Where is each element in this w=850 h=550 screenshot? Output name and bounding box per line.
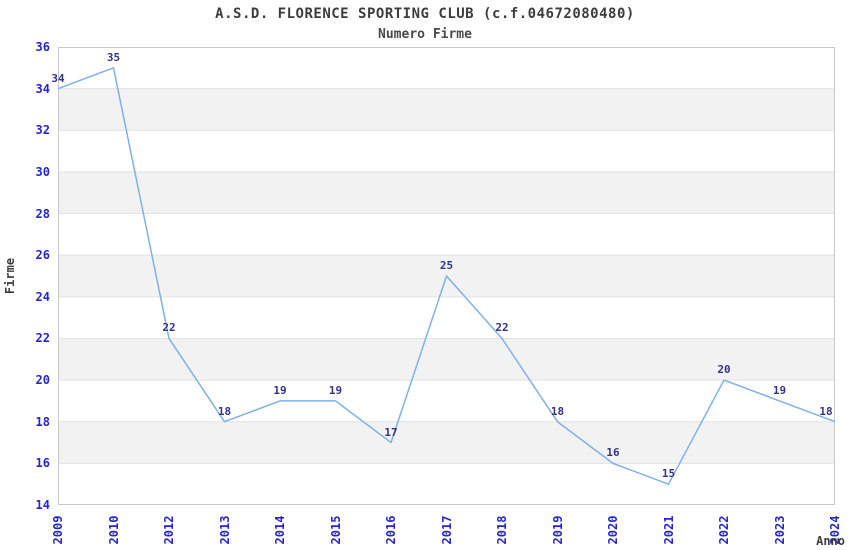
x-tick-label: 2010: [106, 515, 121, 545]
x-axis-title: Anno: [816, 534, 845, 548]
data-point-label: 15: [661, 467, 676, 481]
chart-subtitle: Numero Firme: [378, 27, 472, 42]
data-point-label: 18: [550, 404, 565, 418]
grid-stripe: [58, 171, 835, 214]
plot-border: [58, 47, 835, 505]
data-point-label: 25: [439, 259, 454, 272]
y-axis-title: Firme: [3, 257, 17, 295]
grid-stripe: [58, 88, 835, 131]
y-tick-label: 34: [35, 81, 50, 96]
data-point-label: 17: [384, 425, 398, 439]
grid-stripe: [58, 421, 835, 464]
x-tick-label: 2012: [162, 515, 176, 545]
x-tick-label: 2023: [772, 515, 787, 545]
data-point-label: 35: [106, 50, 121, 64]
plot-svg: [58, 47, 835, 505]
y-tick-label: 20: [35, 373, 50, 388]
plot-area: [58, 47, 835, 505]
x-tick-label: 2009: [51, 515, 65, 545]
x-tick-label: 2013: [217, 515, 232, 545]
y-tick-label: 28: [35, 206, 50, 221]
y-tick-label: 36: [35, 40, 50, 54]
x-tick-label: 2017: [439, 515, 454, 545]
x-tick-label: 2020: [606, 515, 620, 545]
x-tick-label: 2015: [328, 515, 343, 545]
data-point-label: 19: [273, 383, 287, 397]
data-point-label: 34: [51, 71, 65, 85]
data-point-label: 18: [819, 404, 833, 418]
y-tick-label: 18: [35, 414, 50, 429]
x-tick-label: 2021: [661, 515, 676, 545]
y-tick-label: 32: [35, 123, 50, 138]
grid-stripe: [58, 338, 835, 381]
data-point-label: 19: [772, 383, 787, 397]
y-tick-label: 30: [35, 164, 50, 179]
data-point-label: 19: [328, 383, 343, 397]
x-tick-label: 2022: [717, 515, 731, 545]
x-tick-label: 2019: [550, 515, 565, 545]
data-point-label: 20: [717, 363, 731, 377]
x-tick-label: 2016: [384, 515, 398, 545]
data-point-label: 22: [162, 321, 176, 335]
data-line: [58, 67, 835, 485]
y-tick-label: 24: [35, 289, 50, 304]
y-tick-label: 22: [35, 331, 50, 346]
data-point-label: 22: [495, 321, 509, 335]
x-tick-label: 2014: [273, 515, 287, 545]
data-point-label: 16: [606, 446, 620, 460]
data-point-label: 18: [217, 404, 232, 418]
chart-title: A.S.D. FLORENCE SPORTING CLUB (c.f.04672…: [215, 6, 635, 22]
y-tick-label: 14: [35, 498, 50, 512]
x-tick-label: 2018: [495, 515, 509, 545]
y-tick-label: 26: [35, 248, 50, 263]
y-tick-label: 16: [35, 456, 50, 471]
